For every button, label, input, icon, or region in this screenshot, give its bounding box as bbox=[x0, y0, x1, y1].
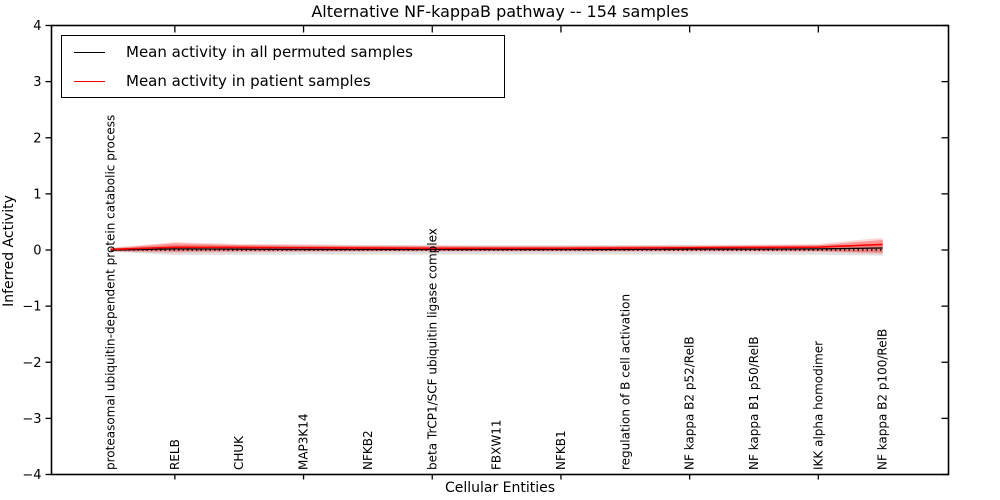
x-tick-label: NFKB2 bbox=[361, 430, 375, 470]
series-line-1 bbox=[110, 243, 883, 251]
permuted-line-sample bbox=[74, 51, 105, 53]
x-tick-label: NF kappa B2 p100/RelB bbox=[876, 329, 890, 470]
series-line-0 bbox=[110, 247, 883, 251]
y-tick-label: 4 bbox=[33, 19, 41, 34]
x-axis-label: Cellular Entities bbox=[444, 480, 556, 496]
x-tick-label: IKK alpha homodimer bbox=[811, 341, 825, 470]
y-tick-label: 2 bbox=[33, 131, 41, 146]
x-tick-label: proteasomal ubiquitin-dependent protein … bbox=[104, 115, 118, 470]
y-tick-label: −3 bbox=[22, 412, 41, 427]
y-tick-label: −1 bbox=[22, 300, 41, 315]
x-tick-label: MAP3K14 bbox=[297, 413, 311, 470]
x-tick-label: beta TrCP1/SCF ubiquitin ligase complex bbox=[425, 228, 439, 470]
legend-label-permuted: Mean activity in all permuted samples bbox=[126, 43, 413, 61]
legend-item-permuted: Mean activity in all permuted samples bbox=[62, 41, 504, 63]
legend-item-patient: Mean activity in patient samples bbox=[62, 70, 504, 92]
legend-box: Mean activity in all permuted samples Me… bbox=[61, 35, 505, 98]
patient-line-sample bbox=[74, 80, 105, 82]
y-tick-label: 3 bbox=[33, 75, 41, 90]
y-tick-label: 0 bbox=[33, 244, 41, 259]
y-tick-label: −4 bbox=[22, 468, 41, 483]
legend-label-patient: Mean activity in patient samples bbox=[126, 72, 371, 90]
x-tick-label: regulation of B cell activation bbox=[618, 294, 632, 470]
x-tick-label: CHUK bbox=[232, 435, 246, 470]
x-tick-label: FBXW11 bbox=[490, 420, 504, 471]
chart-title: Alternative NF-kappaB pathway -- 154 sam… bbox=[311, 2, 689, 21]
x-tick-label: NFKB1 bbox=[554, 430, 568, 470]
y-tick-label: −2 bbox=[22, 356, 41, 371]
x-tick-label: NF kappa B1 p50/RelB bbox=[747, 336, 761, 470]
y-tick-label: 1 bbox=[33, 187, 41, 202]
x-tick-label: NF kappa B2 p52/RelB bbox=[683, 336, 697, 470]
x-tick-label: RELB bbox=[168, 439, 182, 470]
